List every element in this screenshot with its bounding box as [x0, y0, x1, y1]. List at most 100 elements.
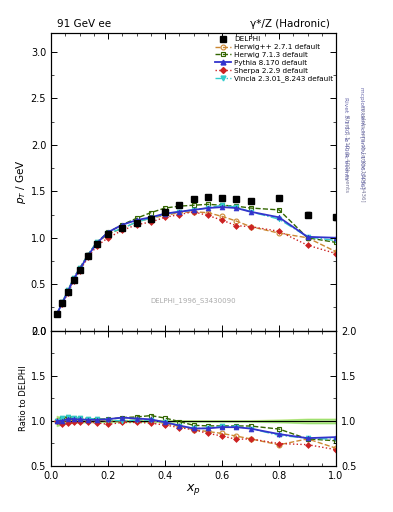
- X-axis label: $x_p$: $x_p$: [186, 482, 201, 497]
- Herwig++ 2.7.1 default: [305, 234, 310, 241]
- Sherpa 2.2.9 default: [94, 243, 99, 249]
- Vincia 2.3.01_8.243 default: [305, 234, 310, 240]
- Sherpa 2.2.9 default: [149, 219, 153, 225]
- Sherpa 2.2.9 default: [248, 224, 253, 230]
- Sherpa 2.2.9 default: [106, 234, 110, 241]
- Line: Sherpa 2.2.9 default: Sherpa 2.2.9 default: [55, 209, 338, 316]
- Vincia 2.3.01_8.243 default: [206, 205, 210, 211]
- Sherpa 2.2.9 default: [305, 242, 310, 248]
- Sherpa 2.2.9 default: [220, 217, 224, 223]
- Vincia 2.3.01_8.243 default: [77, 265, 82, 271]
- Pythia 8.170 default: [277, 214, 281, 220]
- Vincia 2.3.01_8.243 default: [86, 251, 90, 258]
- Pythia 8.170 default: [106, 229, 110, 236]
- Pythia 8.170 default: [149, 214, 153, 220]
- Pythia 8.170 default: [54, 311, 59, 317]
- Vincia 2.3.01_8.243 default: [234, 204, 239, 210]
- Vincia 2.3.01_8.243 default: [248, 209, 253, 215]
- Herwig++ 2.7.1 default: [191, 209, 196, 215]
- Herwig 7.1.3 default: [248, 205, 253, 211]
- Text: γ*/Z (Hadronic): γ*/Z (Hadronic): [250, 19, 330, 29]
- Herwig++ 2.7.1 default: [163, 212, 167, 219]
- Herwig++ 2.7.1 default: [77, 266, 82, 272]
- Pythia 8.170 default: [120, 222, 125, 228]
- Vincia 2.3.01_8.243 default: [106, 230, 110, 236]
- Sherpa 2.2.9 default: [86, 254, 90, 261]
- Vincia 2.3.01_8.243 default: [177, 209, 182, 215]
- Sherpa 2.2.9 default: [206, 212, 210, 219]
- Sherpa 2.2.9 default: [60, 301, 65, 307]
- Herwig++ 2.7.1 default: [277, 230, 281, 236]
- Text: 91 GeV ee: 91 GeV ee: [57, 19, 111, 29]
- Herwig++ 2.7.1 default: [234, 218, 239, 224]
- Pythia 8.170 default: [163, 210, 167, 217]
- Sherpa 2.2.9 default: [77, 268, 82, 274]
- Vincia 2.3.01_8.243 default: [120, 225, 125, 231]
- Herwig 7.1.3 default: [66, 287, 71, 293]
- Sherpa 2.2.9 default: [66, 290, 71, 296]
- Pythia 8.170 default: [177, 209, 182, 215]
- Herwig 7.1.3 default: [54, 311, 59, 317]
- Pythia 8.170 default: [305, 234, 310, 240]
- Herwig++ 2.7.1 default: [72, 275, 76, 282]
- Pythia 8.170 default: [248, 209, 253, 215]
- Sherpa 2.2.9 default: [277, 228, 281, 234]
- Vincia 2.3.01_8.243 default: [94, 239, 99, 245]
- Herwig 7.1.3 default: [206, 201, 210, 207]
- Herwig++ 2.7.1 default: [248, 224, 253, 230]
- Line: Herwig 7.1.3 default: Herwig 7.1.3 default: [54, 202, 338, 316]
- Vincia 2.3.01_8.243 default: [134, 219, 139, 225]
- Text: mcplots.cern.ch [arXiv:1306.3436]: mcplots.cern.ch [arXiv:1306.3436]: [359, 88, 364, 189]
- Y-axis label: Ratio to DELPHI: Ratio to DELPHI: [19, 366, 28, 431]
- Herwig++ 2.7.1 default: [334, 249, 338, 255]
- Sherpa 2.2.9 default: [120, 227, 125, 233]
- Line: Pythia 8.170 default: Pythia 8.170 default: [54, 205, 338, 316]
- Pythia 8.170 default: [60, 300, 65, 306]
- Vincia 2.3.01_8.243 default: [163, 210, 167, 217]
- Herwig++ 2.7.1 default: [60, 300, 65, 306]
- Herwig++ 2.7.1 default: [134, 219, 139, 225]
- Herwig++ 2.7.1 default: [54, 311, 59, 317]
- Herwig++ 2.7.1 default: [206, 209, 210, 216]
- Pythia 8.170 default: [66, 288, 71, 294]
- Pythia 8.170 default: [94, 240, 99, 246]
- Vincia 2.3.01_8.243 default: [191, 207, 196, 213]
- Herwig++ 2.7.1 default: [94, 240, 99, 246]
- Text: Rivet 3.1.10, ≥ 400k events: Rivet 3.1.10, ≥ 400k events: [344, 115, 349, 192]
- Pythia 8.170 default: [72, 275, 76, 282]
- Pythia 8.170 default: [234, 205, 239, 211]
- Pythia 8.170 default: [220, 204, 224, 210]
- Pythia 8.170 default: [134, 217, 139, 223]
- Sherpa 2.2.9 default: [177, 211, 182, 218]
- Herwig 7.1.3 default: [77, 265, 82, 271]
- Legend: DELPHI, Herwig++ 2.7.1 default, Herwig 7.1.3 default, Pythia 8.170 default, Sher: DELPHI, Herwig++ 2.7.1 default, Herwig 7…: [214, 35, 334, 84]
- Herwig++ 2.7.1 default: [177, 209, 182, 216]
- Herwig 7.1.3 default: [86, 251, 90, 258]
- Herwig 7.1.3 default: [191, 202, 196, 208]
- Line: Herwig++ 2.7.1 default: Herwig++ 2.7.1 default: [54, 209, 338, 316]
- Text: Rivet 3.1.10, ≥ 400k events: Rivet 3.1.10, ≥ 400k events: [343, 97, 348, 180]
- Vincia 2.3.01_8.243 default: [277, 216, 281, 222]
- Sherpa 2.2.9 default: [54, 311, 59, 317]
- Herwig 7.1.3 default: [120, 222, 125, 228]
- Pythia 8.170 default: [86, 252, 90, 259]
- Vincia 2.3.01_8.243 default: [54, 311, 59, 317]
- Sherpa 2.2.9 default: [134, 222, 139, 228]
- Herwig 7.1.3 default: [94, 239, 99, 245]
- Herwig++ 2.7.1 default: [220, 214, 224, 220]
- Herwig++ 2.7.1 default: [149, 215, 153, 221]
- Herwig++ 2.7.1 default: [120, 225, 125, 231]
- Sherpa 2.2.9 default: [191, 209, 196, 215]
- Herwig 7.1.3 default: [334, 239, 338, 245]
- Vincia 2.3.01_8.243 default: [66, 287, 71, 293]
- Herwig 7.1.3 default: [234, 203, 239, 209]
- Line: Vincia 2.3.01_8.243 default: Vincia 2.3.01_8.243 default: [54, 203, 338, 316]
- Herwig 7.1.3 default: [163, 205, 167, 211]
- Sherpa 2.2.9 default: [72, 278, 76, 284]
- Herwig 7.1.3 default: [177, 203, 182, 209]
- Pythia 8.170 default: [191, 207, 196, 213]
- Herwig++ 2.7.1 default: [106, 231, 110, 237]
- Pythia 8.170 default: [77, 266, 82, 272]
- Herwig 7.1.3 default: [72, 274, 76, 281]
- Y-axis label: $p_T$ / GeV: $p_T$ / GeV: [14, 160, 28, 204]
